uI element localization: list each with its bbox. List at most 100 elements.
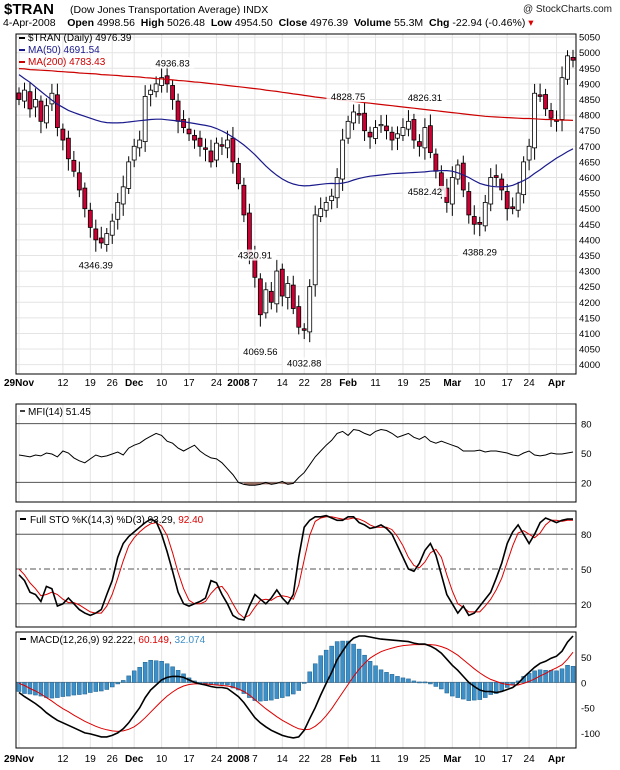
price-annotation-bg — [282, 357, 326, 369]
candle-down — [268, 290, 274, 303]
macd-histogram-bar — [395, 676, 400, 683]
macd-histogram-bar — [49, 682, 55, 699]
candle-up — [225, 139, 230, 149]
macd-histogram-bar — [554, 670, 559, 683]
macd-histogram-bar — [543, 670, 548, 683]
quote-line: 4-Apr-2008 Open 4998.56 High 5026.48 Low… — [3, 17, 534, 29]
macd-histogram-bar — [148, 659, 153, 683]
candle-down — [76, 172, 82, 191]
x-tick-label: 28 — [321, 378, 333, 389]
candle-down — [82, 187, 88, 210]
candle-down — [510, 206, 516, 210]
exchange-label: INDX — [243, 4, 269, 16]
candle-up — [109, 220, 115, 236]
candle-up — [307, 286, 313, 333]
candle-down — [246, 212, 252, 256]
candle-down — [181, 119, 186, 128]
x-tick-label: 17 — [183, 378, 195, 389]
macd-histogram-bar — [16, 682, 22, 692]
x-tick-label: Dec — [125, 378, 144, 389]
macd-histogram-bar — [22, 682, 27, 694]
x-tick-label-bottom: 2008 — [227, 754, 250, 765]
macd-histogram-bar — [142, 662, 148, 683]
candle-down — [384, 125, 389, 132]
candle-down — [460, 162, 466, 191]
macd-histogram-bar — [236, 682, 241, 691]
sto-legend: Full STO %K(14,3) %D(3) 93.29, 92.40 — [30, 515, 204, 526]
candle-up — [44, 105, 49, 124]
candle-down — [208, 150, 214, 163]
x-tick-label-bottom: 26 — [107, 754, 119, 765]
macd-legend-signal: 60.149, — [138, 635, 174, 646]
macd-histogram-bar — [301, 682, 307, 684]
macd-histogram-bar — [77, 682, 82, 695]
macd-histogram-bar — [71, 682, 77, 696]
macd-histogram-bar — [340, 640, 345, 683]
price-legend-entry: MA(200) 4783.43 — [28, 57, 106, 68]
candle-down — [54, 94, 60, 128]
candle-down — [98, 237, 104, 244]
candle-down — [411, 119, 417, 141]
macd-panel-frame — [15, 631, 577, 749]
macd-histogram-bar — [252, 682, 258, 701]
candle-up — [263, 289, 269, 314]
macd-histogram-bar — [482, 682, 488, 698]
macd-y-tick-label: -50 — [581, 704, 595, 715]
price-annotation: 4936.83 — [155, 58, 189, 69]
mfi-y-tick-label: 20 — [581, 478, 592, 489]
candle-down — [93, 228, 99, 241]
macd-histogram-bar — [285, 682, 291, 697]
macd-histogram-bar — [55, 682, 60, 698]
macd-histogram-bar — [345, 640, 351, 683]
candle-up — [334, 177, 340, 199]
candle-down — [16, 92, 22, 100]
macd-histogram-bar — [241, 682, 247, 694]
macd-histogram-bar — [120, 680, 126, 683]
candle-down — [471, 216, 477, 225]
ma200-line — [18, 68, 574, 121]
volume-label: Volume — [353, 17, 392, 29]
candle-up — [449, 177, 455, 205]
candle-down — [65, 137, 71, 160]
candle-down — [548, 110, 554, 119]
price-y-tick-label: 4500 — [579, 204, 600, 215]
macd-histogram-bar — [93, 682, 99, 692]
macd-histogram-bar — [170, 666, 175, 683]
candle-down — [38, 100, 44, 122]
candle-down — [236, 163, 241, 185]
ticker-name: (Dow Jones Transportation Average) INDX — [70, 4, 268, 16]
macd-histogram-bar — [488, 682, 493, 695]
macd-histogram-bar — [109, 682, 115, 688]
macd-histogram-bar — [455, 682, 461, 698]
price-annotation: 4582.42 — [408, 187, 442, 198]
candle-up — [521, 161, 527, 196]
sto-k-line — [18, 514, 573, 621]
price-y-tick-label: 4750 — [579, 126, 600, 137]
macd-histogram-bar — [312, 663, 318, 683]
price-y-tick-label: 4200 — [579, 298, 600, 309]
candle-up — [137, 139, 143, 149]
macd-histogram-bar — [33, 682, 38, 696]
candle-down — [362, 112, 367, 132]
macd-histogram-bar — [88, 682, 93, 693]
candle-down — [186, 128, 192, 135]
candle-up — [131, 145, 137, 161]
macd-y-tick-label: 50 — [581, 653, 592, 664]
price-annotation: 4388.29 — [463, 248, 497, 259]
macd-histogram-bar — [422, 681, 428, 684]
macd-histogram-bar — [532, 670, 537, 683]
macd-histogram-bar — [499, 682, 504, 691]
macd-histogram-bar — [356, 648, 362, 683]
macd-histogram-bar — [66, 682, 71, 697]
price-y-tick-label: 4300 — [579, 267, 600, 278]
candle-down — [493, 175, 499, 178]
sto-y-tick-label: 50 — [581, 565, 592, 576]
x-tick-label-bottom: 24 — [211, 754, 223, 765]
candle-up — [285, 283, 291, 298]
candle-down — [241, 184, 247, 216]
macd-histogram-bar — [334, 641, 340, 683]
macd-histogram-bar — [126, 675, 131, 683]
macd-histogram-bar — [247, 682, 252, 698]
candle-up — [148, 89, 154, 95]
x-tick-label: Apr — [548, 378, 565, 389]
